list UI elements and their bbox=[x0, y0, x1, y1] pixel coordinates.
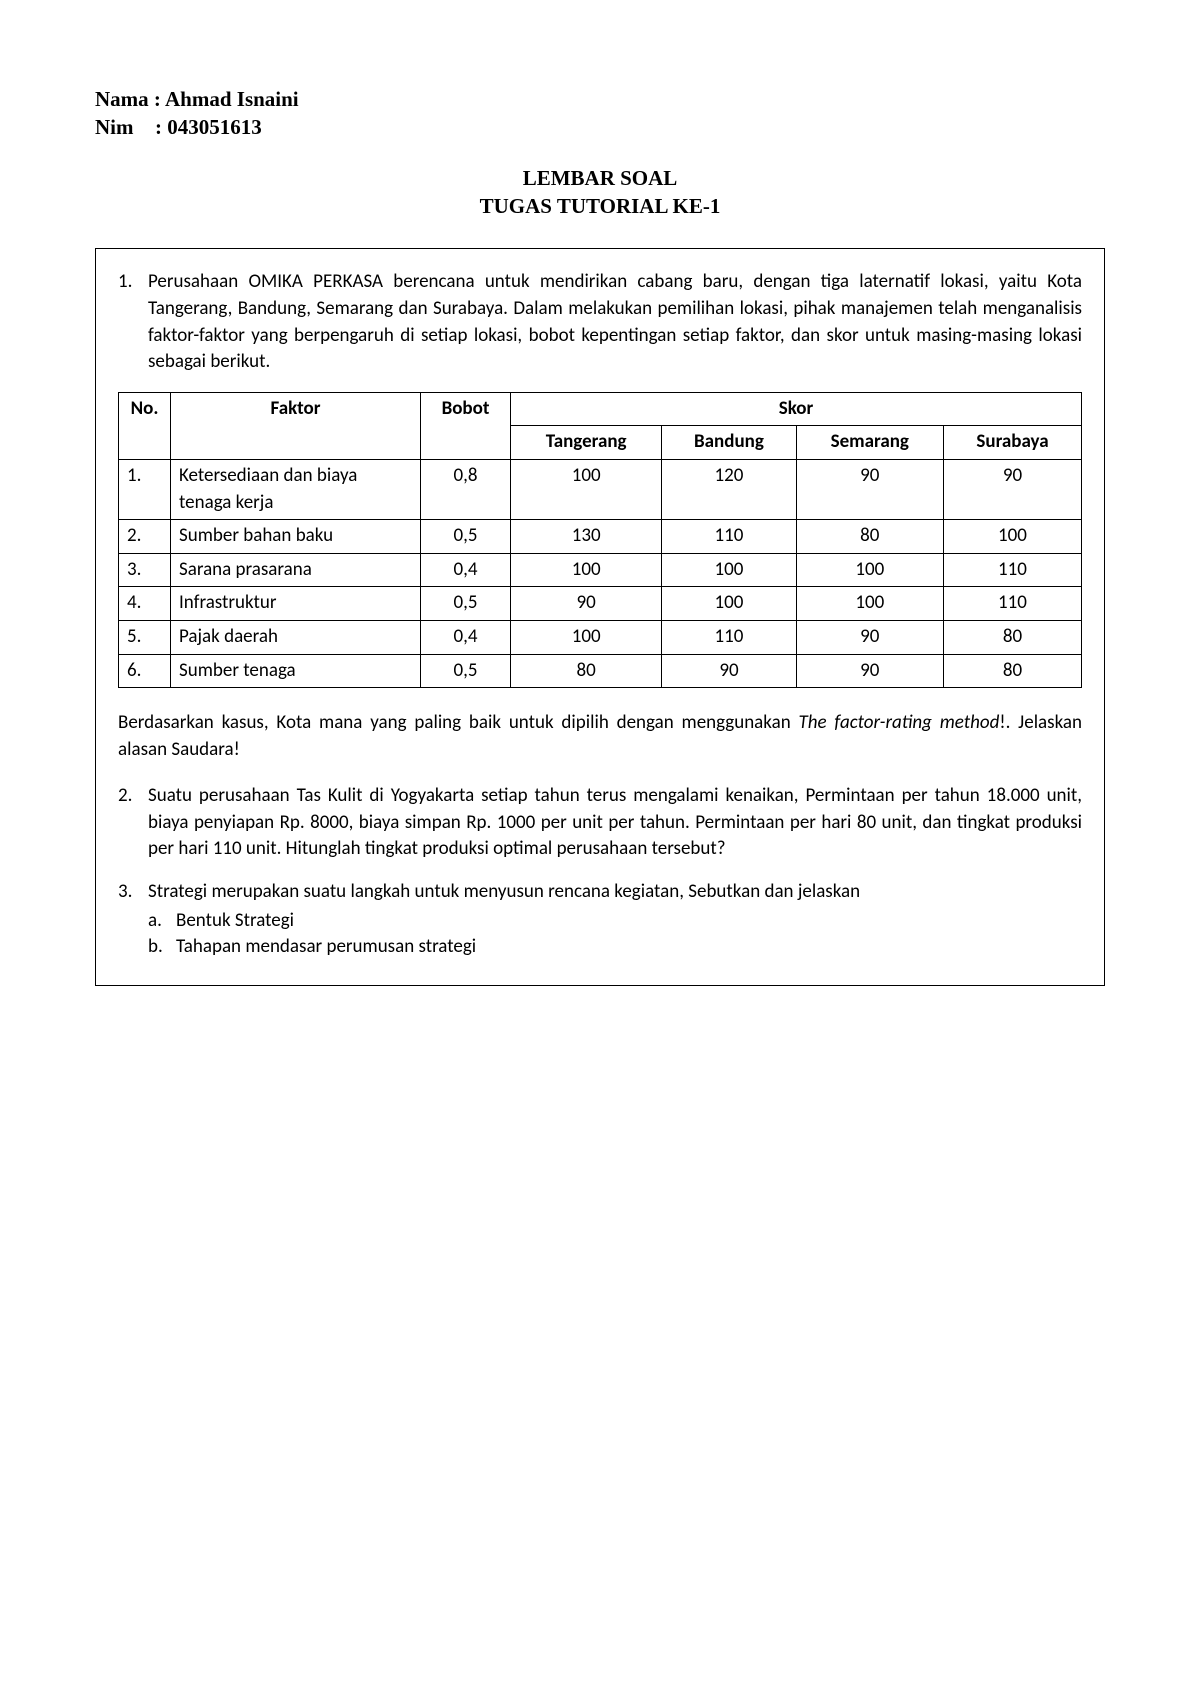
title-line-1: LEMBAR SOAL bbox=[95, 164, 1105, 192]
cell-score: 100 bbox=[511, 553, 662, 587]
nama-label: Nama : bbox=[95, 87, 165, 111]
q3-b-letter: b. bbox=[148, 934, 176, 961]
q1-text: Perusahaan OMIKA PERKASA berencana untuk… bbox=[148, 269, 1082, 375]
cell-score: 90 bbox=[944, 459, 1082, 519]
q2-number: 2. bbox=[118, 783, 148, 863]
content-box: 1. Perusahaan OMIKA PERKASA berencana un… bbox=[95, 248, 1105, 985]
table-row: 2.Sumber bahan baku0,513011080100 bbox=[119, 520, 1082, 554]
document-title: LEMBAR SOAL TUGAS TUTORIAL KE-1 bbox=[95, 164, 1105, 221]
cell-score: 90 bbox=[796, 620, 943, 654]
cell-score: 110 bbox=[662, 520, 796, 554]
cell-score: 80 bbox=[944, 620, 1082, 654]
q3-sub-b: b. Tahapan mendasar perumusan strategi bbox=[148, 934, 1082, 961]
th-city-1: Bandung bbox=[662, 426, 796, 460]
q1-followup: Berdasarkan kasus, Kota mana yang paling… bbox=[118, 710, 1082, 763]
cell-score: 100 bbox=[796, 587, 943, 621]
cell-score: 100 bbox=[511, 459, 662, 519]
cell-score: 110 bbox=[662, 620, 796, 654]
q3-sublist: a. Bentuk Strategi b. Tahapan mendasar p… bbox=[148, 908, 1082, 961]
table-row: 4.Infrastruktur0,590100100110 bbox=[119, 587, 1082, 621]
cell-faktor: Infrastruktur bbox=[171, 587, 421, 621]
question-1: 1. Perusahaan OMIKA PERKASA berencana un… bbox=[118, 269, 1082, 375]
cell-bobot: 0,4 bbox=[421, 553, 511, 587]
cell-faktor: Ketersediaan dan biaya tenaga kerja bbox=[171, 459, 421, 519]
q3-b-text: Tahapan mendasar perumusan strategi bbox=[176, 934, 476, 961]
student-header: Nama : Ahmad Isnaini Nim: 043051613 bbox=[95, 85, 1105, 142]
cell-score: 80 bbox=[796, 520, 943, 554]
th-city-0: Tangerang bbox=[511, 426, 662, 460]
cell-score: 100 bbox=[662, 587, 796, 621]
cell-bobot: 0,5 bbox=[421, 654, 511, 688]
cell-no: 1. bbox=[119, 459, 171, 519]
th-faktor: Faktor bbox=[171, 392, 421, 459]
th-skor: Skor bbox=[511, 392, 1082, 426]
nim-line: Nim: 043051613 bbox=[95, 113, 1105, 141]
document-page: Nama : Ahmad Isnaini Nim: 043051613 LEMB… bbox=[0, 0, 1200, 986]
th-bobot: Bobot bbox=[421, 392, 511, 459]
cell-no: 4. bbox=[119, 587, 171, 621]
cell-score: 80 bbox=[944, 654, 1082, 688]
q3-number: 3. bbox=[118, 879, 148, 961]
cell-bobot: 0,4 bbox=[421, 620, 511, 654]
nim-sep: : bbox=[155, 115, 167, 139]
table-header-row-1: No. Faktor Bobot Skor bbox=[119, 392, 1082, 426]
question-3: 3. Strategi merupakan suatu langkah untu… bbox=[118, 879, 1082, 961]
nama-line: Nama : Ahmad Isnaini bbox=[95, 85, 1105, 113]
q1-number: 1. bbox=[118, 269, 148, 375]
table-row: 6.Sumber tenaga0,580909080 bbox=[119, 654, 1082, 688]
cell-bobot: 0,5 bbox=[421, 587, 511, 621]
nim-label: Nim bbox=[95, 113, 155, 141]
cell-bobot: 0,5 bbox=[421, 520, 511, 554]
factor-table: No. Faktor Bobot Skor Tangerang Bandung … bbox=[118, 392, 1082, 688]
q1-after-italic: The factor-rating method bbox=[799, 711, 1000, 734]
cell-no: 5. bbox=[119, 620, 171, 654]
th-no: No. bbox=[119, 392, 171, 459]
cell-score: 130 bbox=[511, 520, 662, 554]
cell-score: 100 bbox=[944, 520, 1082, 554]
table-row: 1.Ketersediaan dan biaya tenaga kerja0,8… bbox=[119, 459, 1082, 519]
cell-faktor: Sarana prasarana bbox=[171, 553, 421, 587]
cell-faktor: Sumber bahan baku bbox=[171, 520, 421, 554]
q3-a-text: Bentuk Strategi bbox=[176, 908, 294, 935]
cell-score: 90 bbox=[796, 459, 943, 519]
table-row: 5.Pajak daerah0,41001109080 bbox=[119, 620, 1082, 654]
cell-no: 2. bbox=[119, 520, 171, 554]
cell-score: 80 bbox=[511, 654, 662, 688]
th-city-2: Semarang bbox=[796, 426, 943, 460]
q3-body: Strategi merupakan suatu langkah untuk m… bbox=[148, 879, 1082, 961]
q3-text: Strategi merupakan suatu langkah untuk m… bbox=[148, 879, 1082, 906]
q3-sub-a: a. Bentuk Strategi bbox=[148, 908, 1082, 935]
cell-score: 90 bbox=[662, 654, 796, 688]
cell-score: 90 bbox=[511, 587, 662, 621]
table-body: 1.Ketersediaan dan biaya tenaga kerja0,8… bbox=[119, 459, 1082, 687]
nim-value: 043051613 bbox=[167, 115, 262, 139]
nama-value: Ahmad Isnaini bbox=[165, 87, 299, 111]
cell-faktor: Sumber tenaga bbox=[171, 654, 421, 688]
th-city-3: Surabaya bbox=[944, 426, 1082, 460]
cell-no: 6. bbox=[119, 654, 171, 688]
cell-score: 110 bbox=[944, 587, 1082, 621]
table-row: 3.Sarana prasarana0,4100100100110 bbox=[119, 553, 1082, 587]
cell-score: 100 bbox=[796, 553, 943, 587]
cell-score: 90 bbox=[796, 654, 943, 688]
cell-faktor: Pajak daerah bbox=[171, 620, 421, 654]
cell-score: 100 bbox=[662, 553, 796, 587]
q3-a-letter: a. bbox=[148, 908, 176, 935]
cell-score: 110 bbox=[944, 553, 1082, 587]
q2-text: Suatu perusahaan Tas Kulit di Yogyakarta… bbox=[148, 783, 1082, 863]
title-line-2: TUGAS TUTORIAL KE-1 bbox=[95, 192, 1105, 220]
q1-after-part1: Berdasarkan kasus, Kota mana yang paling… bbox=[118, 711, 799, 734]
cell-score: 100 bbox=[511, 620, 662, 654]
cell-no: 3. bbox=[119, 553, 171, 587]
question-2: 2. Suatu perusahaan Tas Kulit di Yogyaka… bbox=[118, 783, 1082, 863]
cell-score: 120 bbox=[662, 459, 796, 519]
cell-bobot: 0,8 bbox=[421, 459, 511, 519]
